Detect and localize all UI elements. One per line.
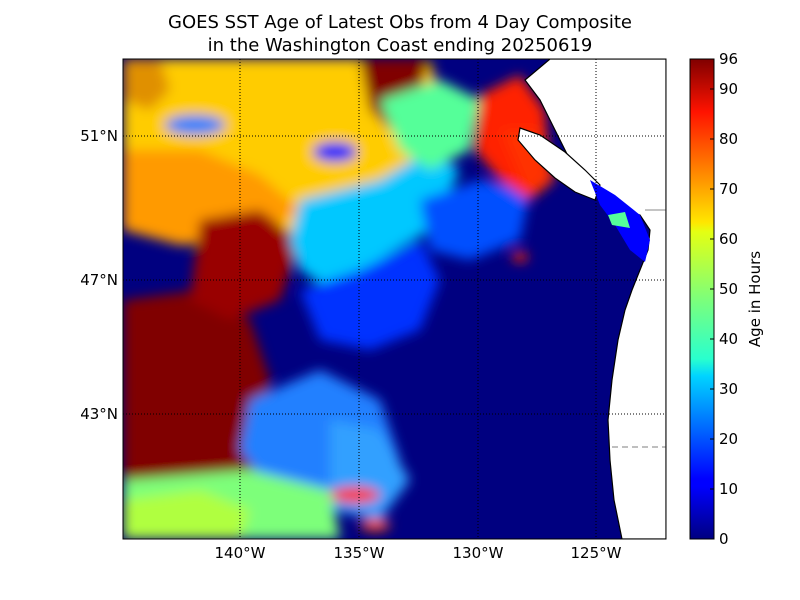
colorbar-tick-label: 30 xyxy=(719,380,738,398)
colorbar-label: Age in Hours xyxy=(746,251,764,347)
colorbar-tick-label: 90 xyxy=(719,80,738,98)
y-tick-label: 51°N xyxy=(80,127,118,145)
colorbar-tick-label: 80 xyxy=(719,130,738,148)
colorbar-tick-label: 40 xyxy=(719,330,738,348)
colorbar-tick-label: 50 xyxy=(719,280,738,298)
colorbar-tick-label: 96 xyxy=(719,50,738,68)
colorbar-tick-label: 0 xyxy=(719,530,729,548)
x-tick-label: 135°W xyxy=(334,544,385,562)
x-axis-labels: 140°W 135°W 130°W 125°W xyxy=(215,544,622,562)
chart-title-line-2: in the Washington Coast ending 20250619 xyxy=(207,35,593,56)
graticule xyxy=(123,59,666,539)
colorbar-tick-label: 70 xyxy=(719,180,738,198)
y-axis-labels: 51°N 47°N 43°N xyxy=(80,127,118,423)
x-tick-label: 140°W xyxy=(215,544,266,562)
y-tick-label: 47°N xyxy=(80,271,118,289)
colorbar-tick-label: 20 xyxy=(719,430,738,448)
island xyxy=(517,127,601,201)
chart-title-line-1: GOES SST Age of Latest Obs from 4 Day Co… xyxy=(168,12,632,33)
colorbar: 0 10 20 30 40 50 60 70 80 90 96 Age in Hours xyxy=(689,50,764,548)
colorbar-gradient xyxy=(689,58,715,540)
x-tick-label: 125°W xyxy=(571,544,622,562)
colorbar-tick-label: 10 xyxy=(719,480,738,498)
plot-frame xyxy=(122,58,667,540)
y-tick-label: 43°N xyxy=(80,405,118,423)
colorbar-tick-label: 60 xyxy=(719,230,738,248)
sst-age-map xyxy=(123,59,666,539)
land-mass xyxy=(524,59,666,539)
x-tick-label: 130°W xyxy=(453,544,504,562)
